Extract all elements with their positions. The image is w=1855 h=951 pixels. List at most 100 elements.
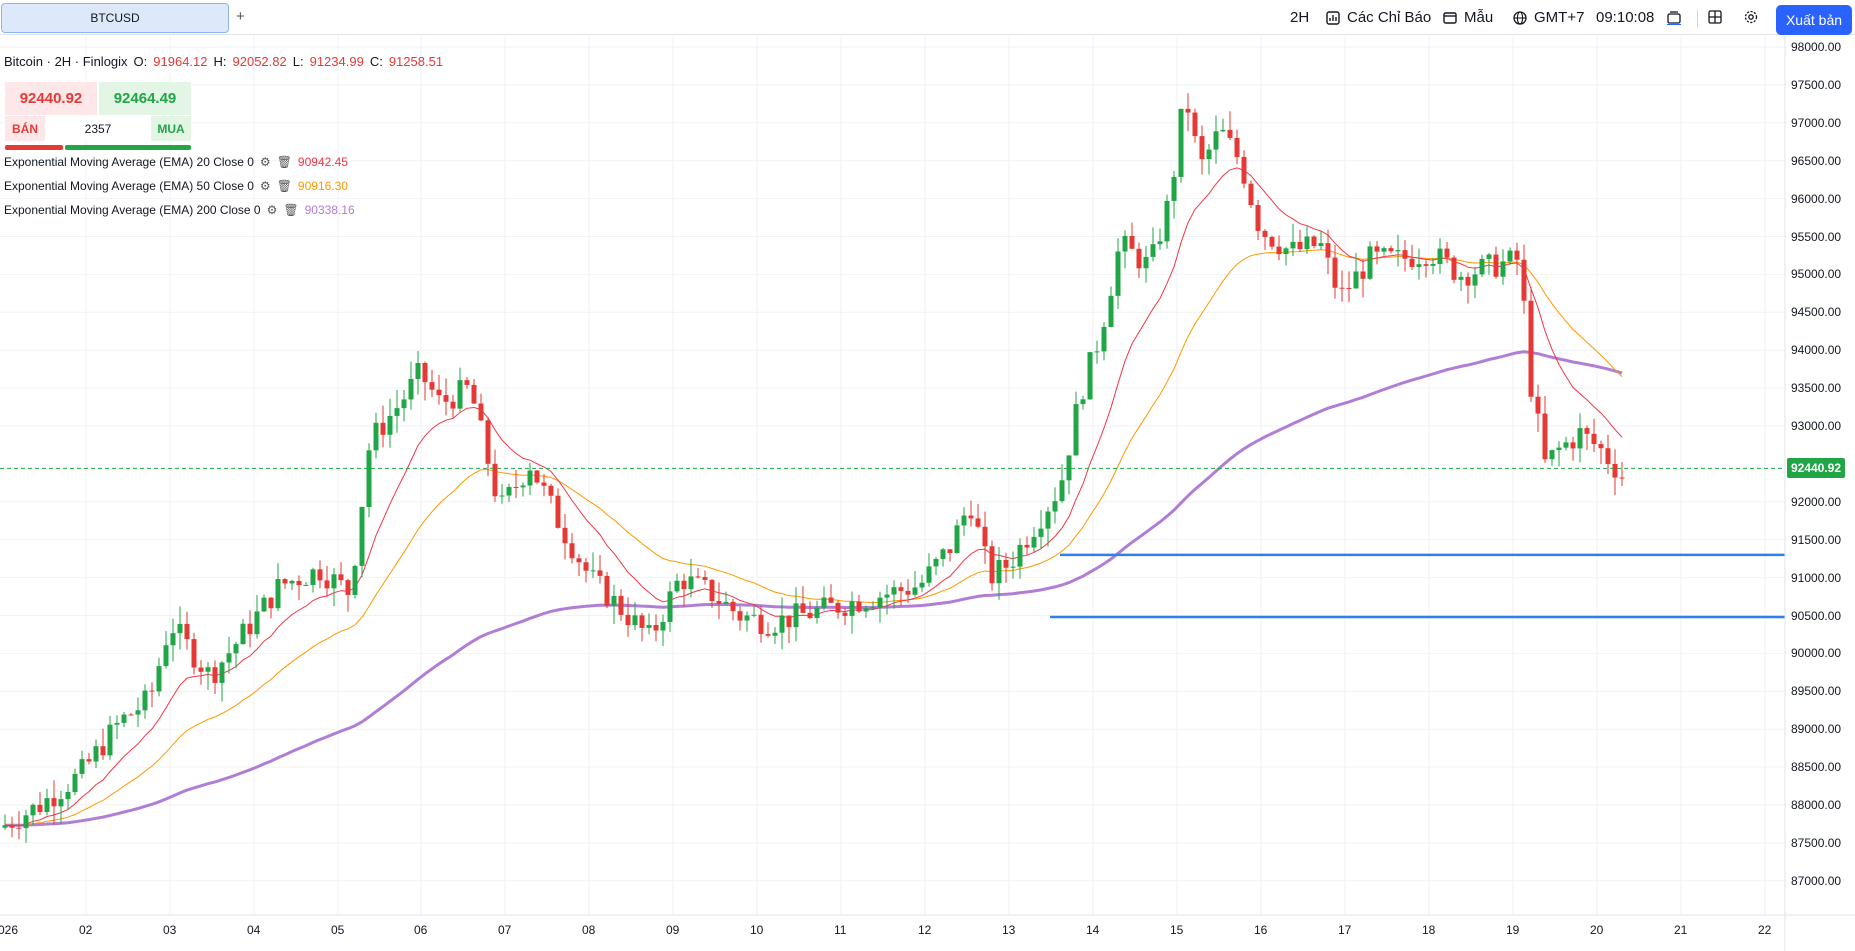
candle [1612, 449, 1618, 496]
settings-icon[interactable]: ⚙ [266, 203, 278, 217]
candle-body [1584, 428, 1590, 434]
candle-body [16, 827, 22, 829]
candle-body [1577, 428, 1583, 449]
candle [1017, 538, 1023, 579]
sell-label[interactable]: BÁN [5, 116, 45, 141]
candle [1059, 464, 1065, 503]
candle [58, 790, 64, 825]
price-axis-label: 90000.00 [1791, 646, 1842, 661]
layout-button[interactable] [1707, 9, 1723, 25]
candle-body [156, 666, 162, 692]
trash-icon[interactable]: 🗑 [283, 203, 299, 217]
candle-body [1171, 176, 1177, 201]
candle [723, 591, 729, 605]
candle-body [849, 601, 855, 616]
legend-open-value: 91964.12 [153, 54, 208, 69]
time-axis-label: 03 [163, 923, 177, 937]
candle-body [499, 495, 505, 497]
candle [37, 792, 43, 816]
candle [520, 482, 526, 497]
ema200-path [5, 350, 1623, 827]
publish-button[interactable]: Xuất bản [1776, 5, 1852, 35]
candle [639, 612, 645, 642]
price-axis-label: 97500.00 [1791, 77, 1842, 92]
candle [1010, 551, 1016, 579]
trash-icon[interactable]: 🗑 [276, 155, 292, 169]
time-axis-label: 18 [1422, 923, 1436, 937]
candle [422, 361, 428, 401]
legend-high-value: 92052.82 [232, 54, 287, 69]
sell-ratio-bar [5, 145, 63, 150]
candle [765, 622, 771, 638]
candle [1360, 259, 1366, 298]
ema20-legend-value: 90942.45 [297, 155, 348, 169]
candle-body [9, 825, 15, 828]
candle-body [1234, 137, 1240, 157]
templates-label: Mẫu [1464, 9, 1494, 26]
timezone-button[interactable]: GMT+7 [1512, 9, 1584, 26]
candle-body [436, 389, 442, 396]
templates-button[interactable]: Mẫu [1442, 9, 1493, 26]
buy-price-button[interactable]: 92464.49 [99, 82, 191, 115]
candle [863, 605, 869, 618]
trash-icon[interactable]: 🗑 [276, 179, 292, 193]
ema200-legend-label: Exponential Moving Average (EMA) 200 Clo… [4, 203, 261, 217]
candle [926, 553, 932, 587]
candle [506, 483, 512, 503]
price-chart[interactable] [0, 36, 1855, 951]
candle [1605, 434, 1611, 475]
candle [268, 597, 274, 619]
ema200-legend[interactable]: Exponential Moving Average (EMA) 200 Clo… [4, 203, 355, 217]
candle-body [1241, 156, 1247, 184]
ema50-legend[interactable]: Exponential Moving Average (EMA) 50 Clos… [4, 179, 348, 193]
candle [485, 416, 491, 477]
symbol-tab-label: BTCUSD [90, 11, 140, 25]
candle [632, 601, 638, 631]
candle-body [205, 667, 211, 672]
sell-price-button[interactable]: 92440.92 [5, 82, 97, 115]
ema50-legend-label: Exponential Moving Average (EMA) 50 Clos… [4, 179, 254, 193]
candle [338, 562, 344, 586]
candle-body [212, 667, 218, 683]
candle-body [989, 546, 995, 584]
candle [79, 750, 85, 779]
buy-label[interactable]: MUA [151, 116, 191, 141]
candle [1444, 241, 1450, 264]
candle-body [912, 587, 918, 595]
price-axis-label: 87500.00 [1791, 835, 1842, 850]
settings-icon[interactable]: ⚙ [259, 155, 271, 169]
candle [1528, 286, 1534, 402]
layers-button[interactable] [1666, 9, 1682, 25]
interval-button[interactable]: 2H [1290, 9, 1309, 26]
candle-body [1535, 396, 1541, 414]
candle-body [30, 804, 36, 816]
ema20-legend[interactable]: Exponential Moving Average (EMA) 20 Clos… [4, 155, 348, 169]
candle [1472, 266, 1478, 299]
candle-body [1052, 501, 1058, 512]
candle-body [233, 644, 239, 654]
settings-icon[interactable]: ⚙ [259, 179, 271, 193]
symbol-tab[interactable]: BTCUSD [1, 3, 229, 33]
add-tab-button[interactable]: + [236, 8, 245, 25]
candle-body [646, 624, 652, 628]
candle-body [730, 601, 736, 612]
candle [324, 566, 330, 597]
candle [1430, 258, 1436, 275]
candle-body [1031, 536, 1037, 548]
candle [744, 611, 750, 632]
candle-body [835, 602, 841, 613]
candle-body [1150, 244, 1156, 257]
time-axis-label: 13 [1002, 923, 1016, 937]
candle [835, 600, 841, 619]
ema20-legend-label: Exponential Moving Average (EMA) 20 Clos… [4, 155, 254, 169]
candle [415, 350, 421, 395]
candle [212, 660, 218, 695]
candle [653, 614, 659, 642]
settings-button[interactable] [1743, 9, 1759, 25]
candle-body [828, 597, 834, 603]
candle-body [1591, 433, 1597, 445]
indicators-button[interactable]: Các Chỉ Báo [1325, 9, 1431, 26]
candle-body [611, 595, 617, 606]
candle-body [128, 714, 134, 716]
candle [786, 615, 792, 644]
